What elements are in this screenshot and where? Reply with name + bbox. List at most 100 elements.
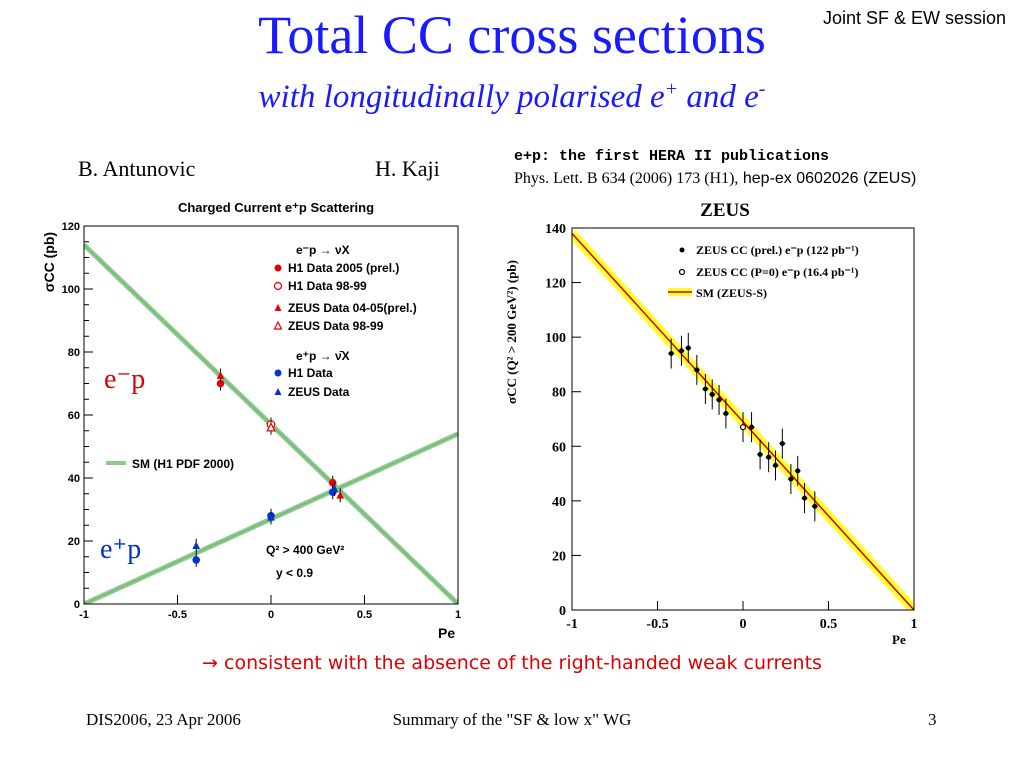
session-label: Joint SF & EW session [822,8,1006,28]
h1-point-0-0 [216,379,225,388]
zeus-legend-marker-1 [678,268,686,276]
h1-label-ep: e⁺p [100,534,141,565]
h1-legend-label-4: H1 Data [288,366,333,380]
h1-point-5-2 [330,484,339,493]
h1-ytick-label-3: 60 [68,410,80,422]
zeus-point-0-9 [757,451,763,457]
zeus-point-0-6 [716,397,722,403]
footer-summary: Summary of the "SF & low x" WG [392,710,632,729]
publication-heading: e+p: the first HERA II publications [514,148,830,165]
h1-chart: Charged Current e⁺p Scattering σCC (pb) … [41,200,461,641]
h1-legend-label-3: ZEUS Data 98-99 [288,319,384,333]
h1-ytick-label-4: 80 [68,347,80,359]
subtitle-sup-minus: - [758,78,766,100]
h1-point-5-1 [267,513,275,521]
h1-chart-xlabel: Pe [438,625,455,641]
h1-legend-marker-0 [274,264,282,272]
zeus-legend-label-0: ZEUS CC (prel.) e⁻p (122 pb⁻¹) [696,243,859,257]
zeus-point-0-5 [709,391,715,397]
page-title: Total CC cross sections [258,5,766,65]
h1-ytick-label-2: 40 [68,473,80,485]
zeus-xtick-label-3: 0.5 [820,617,838,632]
h1-point-4-0 [192,556,200,564]
footer-date: DIS2006, 23 Apr 2006 [86,710,241,729]
h1-legend-marker-4 [274,369,282,377]
subtitle-mid: and e [678,79,759,115]
author-left: B. Antunovic [78,156,196,181]
h1-ytick-label-6: 120 [62,221,80,233]
subtitle-text: with longitudinally polarised e [258,79,665,115]
zeus-xtick-label-4: 1 [911,617,918,632]
h1-legend-marker-5 [274,388,282,395]
h1-xtick-label-0: -1 [79,609,89,621]
h1-legend-label-0: H1 Data 2005 (prel.) [288,261,399,275]
h1-point-3-0 [266,421,276,432]
author-right: H. Kaji [375,156,440,181]
h1-sm-legend-label: SM (H1 PDF 2000) [132,457,234,471]
zeus-point-0-13 [788,476,794,482]
zeus-point-0-2 [685,345,691,351]
zeus-point-0-7 [723,411,729,417]
zeus-point-0-11 [772,462,778,468]
h1-cut-q2: Q² > 400 GeV² [266,543,344,557]
publication-reference: Phys. Lett. B 634 (2006) 173 (H1), hep-e… [514,170,916,188]
zeus-chart-title: ZEUS [700,200,750,221]
publication-ref-serif: Phys. Lett. B 634 (2006) 173 (H1), [514,170,739,187]
page-number: 3 [928,710,937,729]
h1-point-2-1 [336,491,344,499]
zeus-chart-ylabel: σCC (Q² > 200 GeV²) (pb) [504,260,519,404]
publication-ref-sans: hep-ex 0602026 (ZEUS) [738,170,917,187]
zeus-point-0-3 [694,367,700,373]
zeus-ytick-label-4: 80 [552,386,566,401]
h1-xtick-label-1: -0.5 [168,609,187,621]
h1-point-5-0 [192,541,200,550]
zeus-point-1-0 [739,424,747,431]
zeus-ytick-label-6: 120 [545,277,566,292]
zeus-xtick-label-0: -1 [566,617,578,632]
zeus-point-0-15 [802,495,808,501]
h1-ytick-label-1: 20 [68,536,80,548]
h1-label-em: e⁻p [104,364,145,395]
zeus-ytick-label-3: 60 [552,440,566,455]
zeus-point-0-12 [779,441,785,447]
h1-xtick-label-4: 1 [455,609,461,621]
zeus-legend-label-1: ZEUS CC (P=0) e⁻p (16.4 pb⁻¹) [696,265,858,279]
zeus-ytick-label-0: 0 [559,604,566,619]
h1-chart-ylabel: σCC (pb) [41,232,57,292]
h1-xtick-label-3: 0.5 [357,609,372,621]
zeus-xtick-label-2: 0 [740,617,747,632]
h1-chart-title: Charged Current e⁺p Scattering [178,200,374,215]
h1-legend-head-em: e⁻p → νX [296,243,350,257]
zeus-point-0-14 [795,468,801,474]
h1-legend-marker-3 [273,320,283,330]
h1-ytick-label-5: 100 [62,284,80,296]
zeus-chart-xlabel: Pe [892,632,906,647]
zeus-point-0-8 [749,424,755,430]
zeus-xtick-label-1: -0.5 [646,617,668,632]
h1-legend-marker-2 [274,304,282,311]
zeus-ytick-label-2: 40 [552,495,566,510]
zeus-chart: ZEUS σCC (Q² > 200 GeV²) (pb) Pe 0 20 40 60… [504,200,918,647]
h1-legend-label-1: H1 Data 98-99 [288,279,367,293]
page-subtitle: with longitudinally polarised e+ and e- [0,78,1024,116]
zeus-legend-marker-0 [679,247,685,253]
h1-cut-y: y < 0.9 [276,566,313,580]
h1-legend-head-ep: e⁺p → ν̄X [296,349,350,363]
h1-legend-label-2: ZEUS Data 04-05(prel.) [288,301,417,315]
h1-xtick-label-2: 0 [268,609,274,621]
zeus-point-0-16 [812,503,818,509]
zeus-ytick-label-5: 100 [545,331,566,346]
zeus-legend-label-sm: SM (ZEUS-S) [696,286,767,300]
zeus-ytick-label-1: 20 [552,549,566,564]
h1-point-2-0 [216,371,225,379]
zeus-point-0-10 [766,454,772,460]
zeus-point-0-1 [678,348,684,354]
h1-legend-marker-1 [273,281,283,291]
zeus-ytick-label-7: 140 [545,222,566,237]
zeus-point-0-4 [702,386,708,392]
zeus-point-0-0 [668,351,674,357]
conclusion-text: → consistent with the absence of the rig… [202,652,822,674]
h1-legend-label-5: ZEUS Data [288,385,350,399]
h1-ytick-label-0: 0 [74,599,80,611]
subtitle-sup-plus: + [664,78,679,100]
